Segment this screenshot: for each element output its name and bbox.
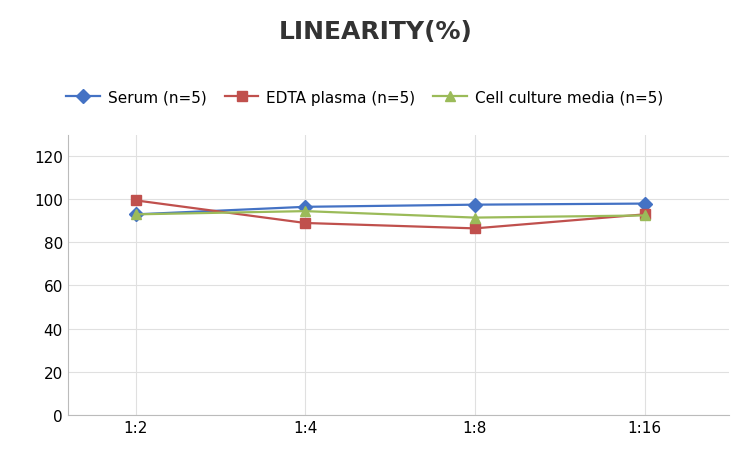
Serum (n=5) (301, 205, 310, 210)
Serum (n=5) (131, 212, 140, 217)
EDTA plasma (n=5) (640, 212, 649, 217)
Cell culture media (n=5) (471, 216, 480, 221)
Cell culture media (n=5) (301, 209, 310, 214)
Legend: Serum (n=5), EDTA plasma (n=5), Cell culture media (n=5): Serum (n=5), EDTA plasma (n=5), Cell cul… (60, 84, 669, 111)
Cell culture media (n=5) (640, 213, 649, 219)
EDTA plasma (n=5) (301, 221, 310, 226)
Text: LINEARITY(%): LINEARITY(%) (279, 19, 473, 44)
Line: EDTA plasma (n=5): EDTA plasma (n=5) (131, 196, 650, 234)
Line: Serum (n=5): Serum (n=5) (131, 199, 650, 220)
EDTA plasma (n=5) (131, 198, 140, 203)
EDTA plasma (n=5) (471, 226, 480, 231)
Line: Cell culture media (n=5): Cell culture media (n=5) (131, 207, 650, 223)
Serum (n=5) (640, 202, 649, 207)
Cell culture media (n=5) (131, 212, 140, 217)
Serum (n=5) (471, 202, 480, 208)
